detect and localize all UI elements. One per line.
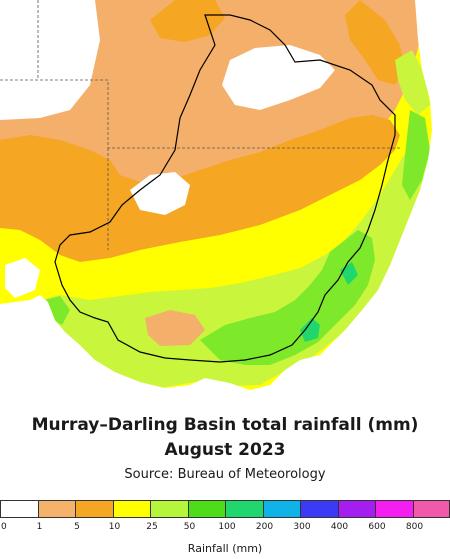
rainfall-zone-under-1 bbox=[5, 258, 40, 298]
rainfall-zone-under-1 bbox=[130, 172, 190, 215]
rainfall-zone-50-100 bbox=[402, 110, 430, 200]
rainfall-zone-5-10 bbox=[150, 0, 225, 42]
state-borders bbox=[0, 0, 400, 250]
legend-tick-label: 0 bbox=[1, 522, 7, 532]
legend-swatch bbox=[112, 500, 150, 518]
legend-tick-label: 300 bbox=[293, 522, 311, 532]
legend-swatch bbox=[37, 500, 75, 518]
legend-tick-label: 400 bbox=[330, 522, 349, 532]
legend-tick-label: 600 bbox=[368, 522, 386, 532]
legend-tick-label: 1 bbox=[36, 522, 43, 532]
legend-swatch bbox=[187, 500, 225, 518]
legend-swatch bbox=[75, 500, 113, 518]
rainfall-zone-100-200 bbox=[300, 318, 320, 342]
rainfall-zone-25-50 bbox=[395, 50, 430, 115]
legend-tick-label: 200 bbox=[255, 522, 274, 532]
legend-tick-label: 25 bbox=[146, 522, 158, 532]
legend-tick-label: 800 bbox=[405, 522, 424, 532]
legend-tick-label: 50 bbox=[183, 522, 196, 532]
legend-swatch bbox=[375, 500, 413, 518]
legend-tick-label: 5 bbox=[74, 522, 80, 532]
legend-swatch bbox=[300, 500, 338, 518]
legend-tick-label: 10 bbox=[108, 522, 121, 532]
legend-swatch bbox=[337, 500, 375, 518]
map-title: Murray–Darling Basin total rainfall (mm) bbox=[31, 415, 419, 435]
legend-swatch bbox=[150, 500, 188, 518]
rainfall-map bbox=[0, 0, 432, 390]
rainfall-zone-50-100 bbox=[200, 230, 375, 365]
rainfall-zone-5-10 bbox=[0, 115, 400, 262]
rainfall-legend: 0 1 5 10 25 50 100 200 300 400 600 800 Rainfall (mm… bbox=[0, 500, 450, 559]
rainfall-zone-5-10 bbox=[345, 0, 405, 85]
rainfall-zone-under-1 bbox=[0, 0, 100, 120]
source-credit: Source: Bureau of Meteorology bbox=[124, 467, 326, 482]
legend-tick-label: 100 bbox=[218, 522, 236, 532]
rainfall-zone-1-5 bbox=[145, 310, 205, 346]
legend-swatch bbox=[262, 500, 300, 518]
legend-title: Rainfall (mm) bbox=[187, 542, 263, 555]
legend-swatch bbox=[412, 500, 450, 518]
basin-outline bbox=[54, 14, 396, 363]
legend-swatch bbox=[0, 500, 38, 518]
legend-swatch bbox=[225, 500, 263, 518]
map-subtitle-date: August 2023 bbox=[164, 440, 286, 460]
